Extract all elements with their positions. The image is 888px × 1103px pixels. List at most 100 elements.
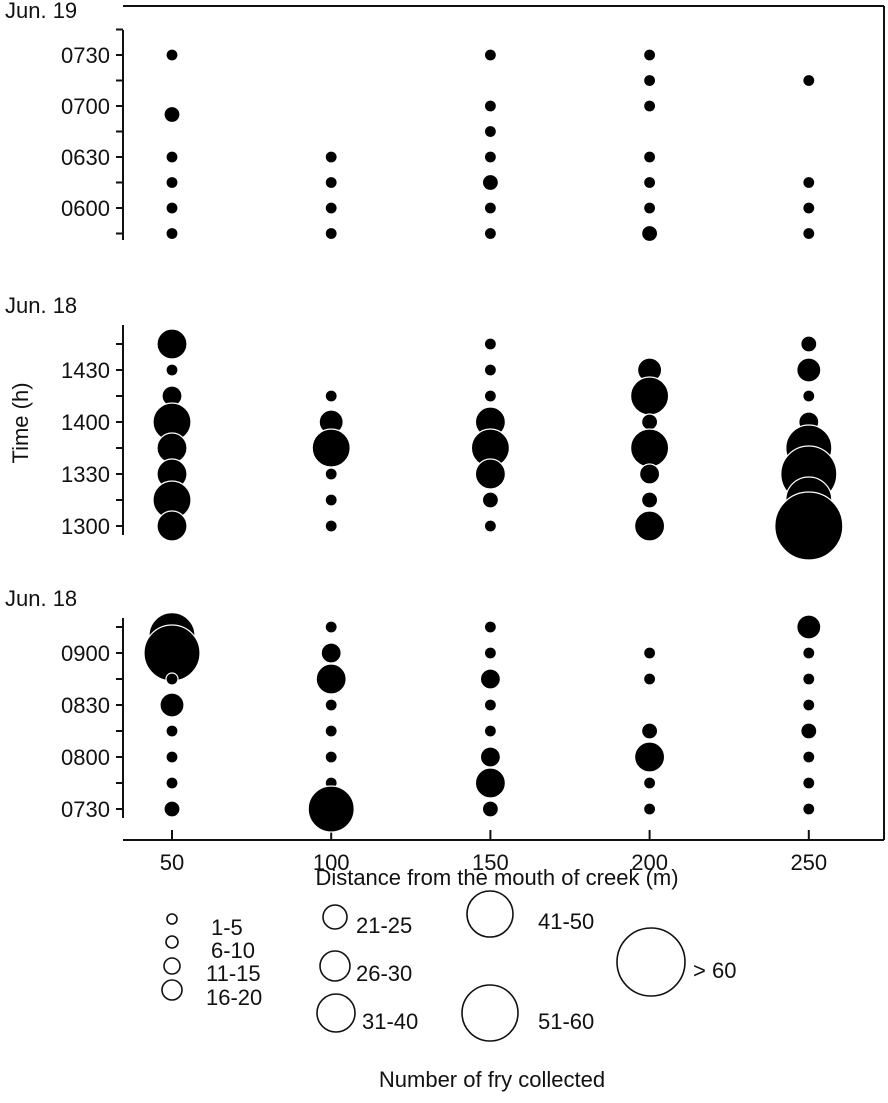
y-tick-label-1400: 1400 (61, 410, 110, 435)
bubble-250m-1300-60 (774, 491, 844, 561)
y-tick-label-0830: 0830 (61, 693, 110, 718)
y-tick-label-0730: 0730 (61, 43, 110, 68)
bubble-150m-0845-16-20 (479, 668, 501, 690)
legend-symbol-16-20 (161, 979, 183, 1001)
bubble-200m-0600-6-10 (642, 201, 657, 215)
bubble-150m-0745-26-30 (474, 767, 506, 799)
bubble-250m-0900-6-10 (802, 646, 816, 660)
panel-2: Jun. 18 1430 1400 1330 1300 (5, 293, 844, 561)
bubble-150m-0700-6-10 (483, 99, 497, 113)
bubble-200m-1415-31-40 (629, 376, 670, 416)
bubble-150m-0730-11-15 (481, 800, 499, 818)
bubble-50m-0730-6-10 (165, 48, 179, 62)
panel-label-1: Jun. 19 (5, 0, 77, 23)
bubble-50m-0815-6-10 (165, 724, 179, 738)
bubble-200m-1330-16-20 (638, 463, 661, 485)
bubble-100m-1345-31-40 (311, 428, 351, 468)
bubble-150m-0630-6-10 (483, 150, 497, 164)
bubble-150m-1300-6-10 (483, 519, 497, 533)
bubble-200m-0630-6-10 (642, 150, 657, 164)
bubble-50m-1300-26-30 (156, 510, 188, 542)
bubble-100m-1415-6-10 (324, 389, 338, 403)
legend-label-51-60: 51-60 (538, 1009, 594, 1034)
legend-symbol-21-25 (322, 904, 348, 930)
legend-symbol-51-60 (461, 984, 519, 1042)
legend-label-60: > 60 (693, 958, 736, 983)
legend-symbol-1-5 (166, 913, 178, 925)
bubble-150m-1430-6-10 (483, 363, 497, 377)
legend-label-1-5: 1-5 (211, 915, 243, 940)
x-tick-label-150: 150 (472, 850, 509, 875)
bubble-250m-0545-6-10 (802, 226, 816, 241)
y-tick-label-0900: 0900 (61, 641, 110, 666)
bubble-100m-1300-6-10 (324, 519, 338, 533)
bubble-200m-0800-26-30 (633, 741, 666, 773)
bubble-250m-0715-6-10 (802, 73, 816, 88)
legend-symbol-26-30 (319, 950, 351, 982)
bubble-200m-0900-6-10 (642, 646, 657, 660)
bubble-250m-0615-6-10 (802, 175, 816, 190)
bubble-50m-0830-21-25 (159, 692, 185, 718)
bubble-150m-0900-6-10 (483, 646, 497, 660)
bubble-100m-1315-6-10 (324, 493, 338, 507)
bubble-150m-0830-6-10 (483, 698, 497, 712)
bubble-150m-0915-6-10 (483, 620, 497, 634)
y-tick-label-1300: 1300 (61, 514, 110, 539)
bubble-50m-0615-6-10 (165, 175, 179, 190)
x-axis-title: Distance from the mouth of creek (m) (315, 865, 678, 890)
bubble-250m-1430-21-25 (796, 357, 822, 383)
x-tick-label-50: 50 (160, 850, 184, 875)
bubble-100m-0545-6-10 (324, 226, 338, 241)
bubble-200m-0845-6-10 (642, 672, 657, 686)
bubble-100m-0615-6-10 (324, 175, 338, 190)
bubble-50m-0730-11-15 (163, 800, 181, 818)
bubble-100m-0830-6-10 (324, 698, 338, 712)
y-tick-label-1330: 1330 (61, 462, 110, 487)
bubble-150m-1315-11-15 (481, 491, 499, 509)
legend-symbol-31-40 (316, 993, 356, 1033)
bubble-250m-1445-11-15 (800, 335, 818, 353)
y-tick-label-0600: 0600 (61, 196, 110, 221)
legend-label-26-30: 26-30 (356, 961, 412, 986)
bubble-100m-0900-16-20 (320, 642, 342, 664)
bubble-150m-0800-16-20 (479, 746, 501, 768)
x-tick-label-250: 250 (790, 850, 827, 875)
bubble-200m-0715-6-10 (642, 73, 657, 88)
bubble-200m-0815-11-15 (640, 722, 659, 740)
panel-label-3: Jun. 18 (5, 586, 77, 611)
bubble-200m-0730-6-10 (642, 48, 657, 62)
bubble-150m-0615-11-15 (481, 173, 499, 192)
bubble-50m-0545-6-10 (165, 226, 179, 241)
bubble-150m-1415-6-10 (483, 389, 497, 403)
bubble-150m-0545-6-10 (483, 226, 497, 241)
bubble-50m-0845-6-10 (165, 672, 179, 686)
bubble-250m-0730-6-10 (802, 802, 816, 816)
bubble-150m-1445-6-10 (483, 337, 497, 351)
bubble-250m-0845-6-10 (802, 672, 816, 686)
y-tick-label-0700: 0700 (61, 94, 110, 119)
legend-symbol-60 (616, 927, 686, 997)
legend-label-6-10: 6-10 (211, 938, 255, 963)
y-tick-label-0730: 0730 (61, 797, 110, 822)
panel-1: Jun. 19 0730 0700 0630 0600 (5, 0, 816, 243)
bubble-150m-0730-6-10 (483, 48, 497, 62)
bubble-200m-0745-6-10 (642, 776, 657, 790)
bubble-200m-0700-6-10 (642, 99, 657, 113)
bubble-100m-0630-6-10 (324, 150, 338, 164)
bubble-50m-1445-26-30 (156, 328, 188, 360)
bubble-100m-0845-26-30 (315, 663, 347, 695)
bubble-250m-0815-11-15 (800, 722, 818, 740)
bubble-100m-0730-41-50 (307, 785, 355, 833)
size-legend-title: Number of fry collected (379, 1067, 605, 1092)
bubble-200m-0615-6-10 (642, 175, 657, 190)
y-axis-title: Time (h) (8, 382, 33, 463)
legend-symbol-6-10 (165, 935, 179, 949)
bubble-50m-0800-6-10 (165, 750, 179, 764)
bubble-250m-0915-21-25 (796, 614, 822, 640)
bubble-200m-0730-6-10 (642, 802, 657, 816)
bubble-150m-1330-26-30 (474, 458, 506, 490)
bubble-150m-0600-6-10 (483, 201, 497, 215)
plot-frame (123, 5, 885, 841)
y-tick-label-0800: 0800 (61, 745, 110, 770)
